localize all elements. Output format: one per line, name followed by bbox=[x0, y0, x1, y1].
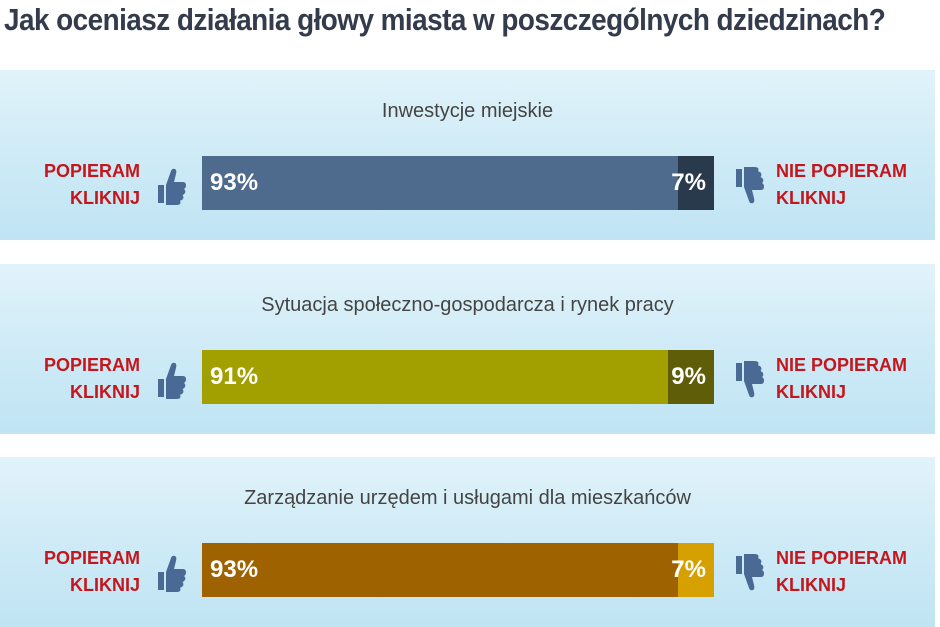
oppose-percentage: 9% bbox=[671, 363, 706, 390]
thumbs-up-icon[interactable] bbox=[155, 360, 187, 400]
oppose-label: NIE POPIERAM bbox=[776, 355, 908, 375]
support-label: POPIERAM bbox=[43, 548, 140, 568]
support-percentage: 93% bbox=[210, 556, 259, 583]
result-bar: 93% 7% bbox=[202, 156, 714, 210]
oppose-label: NIE POPIERAM bbox=[776, 548, 908, 568]
result-bar: 93% 7% bbox=[202, 543, 714, 597]
support-percentage: 93% bbox=[210, 169, 259, 196]
support-percentage: 91% bbox=[210, 363, 259, 390]
oppose-click-label: KLIKNIJ bbox=[776, 382, 847, 402]
support-label: POPIERAM bbox=[43, 355, 140, 375]
result-bar: 91% 9% bbox=[202, 350, 714, 404]
oppose-segment: 9% bbox=[667, 350, 714, 404]
oppose-button[interactable]: NIE POPIERAM KLIKNIJ bbox=[776, 545, 916, 599]
oppose-segment: 7% bbox=[671, 543, 714, 597]
support-segment: 93% bbox=[202, 543, 679, 597]
poll-card: Inwestycje miejskie POPIERAM KLIKNIJ 93%… bbox=[0, 70, 935, 240]
poll-card: Sytuacja społeczno-gospodarcza i rynek p… bbox=[0, 264, 935, 434]
oppose-percentage: 7% bbox=[671, 169, 706, 196]
thumbs-up-icon[interactable] bbox=[155, 166, 187, 206]
thumbs-down-icon[interactable] bbox=[733, 553, 765, 593]
support-segment: 93% bbox=[202, 156, 679, 210]
poll-card: Zarządzanie urzędem i usługami dla miesz… bbox=[0, 457, 935, 627]
poll-topic: Inwestycje miejskie bbox=[381, 100, 554, 122]
support-segment: 91% bbox=[202, 350, 668, 404]
thumbs-down-icon[interactable] bbox=[733, 360, 765, 400]
support-button[interactable]: POPIERAM KLIKNIJ bbox=[20, 158, 140, 212]
support-click-label: KLIKNIJ bbox=[69, 188, 140, 208]
page-title: Jak oceniasz działania głowy miasta w po… bbox=[4, 2, 886, 37]
poll-topic: Sytuacja społeczno-gospodarcza i rynek p… bbox=[261, 294, 674, 316]
support-click-label: KLIKNIJ bbox=[69, 382, 140, 402]
thumbs-down-icon[interactable] bbox=[733, 166, 765, 206]
oppose-button[interactable]: NIE POPIERAM KLIKNIJ bbox=[776, 352, 916, 406]
support-click-label: KLIKNIJ bbox=[69, 575, 140, 595]
poll-topic: Zarządzanie urzędem i usługami dla miesz… bbox=[244, 487, 691, 509]
thumbs-up-icon[interactable] bbox=[155, 553, 187, 593]
oppose-segment: 7% bbox=[671, 156, 714, 210]
support-label: POPIERAM bbox=[43, 161, 140, 181]
oppose-button[interactable]: NIE POPIERAM KLIKNIJ bbox=[776, 158, 916, 212]
oppose-percentage: 7% bbox=[671, 556, 706, 583]
support-button[interactable]: POPIERAM KLIKNIJ bbox=[20, 352, 140, 406]
oppose-click-label: KLIKNIJ bbox=[776, 188, 847, 208]
oppose-label: NIE POPIERAM bbox=[776, 161, 908, 181]
support-button[interactable]: POPIERAM KLIKNIJ bbox=[20, 545, 140, 599]
oppose-click-label: KLIKNIJ bbox=[776, 575, 847, 595]
